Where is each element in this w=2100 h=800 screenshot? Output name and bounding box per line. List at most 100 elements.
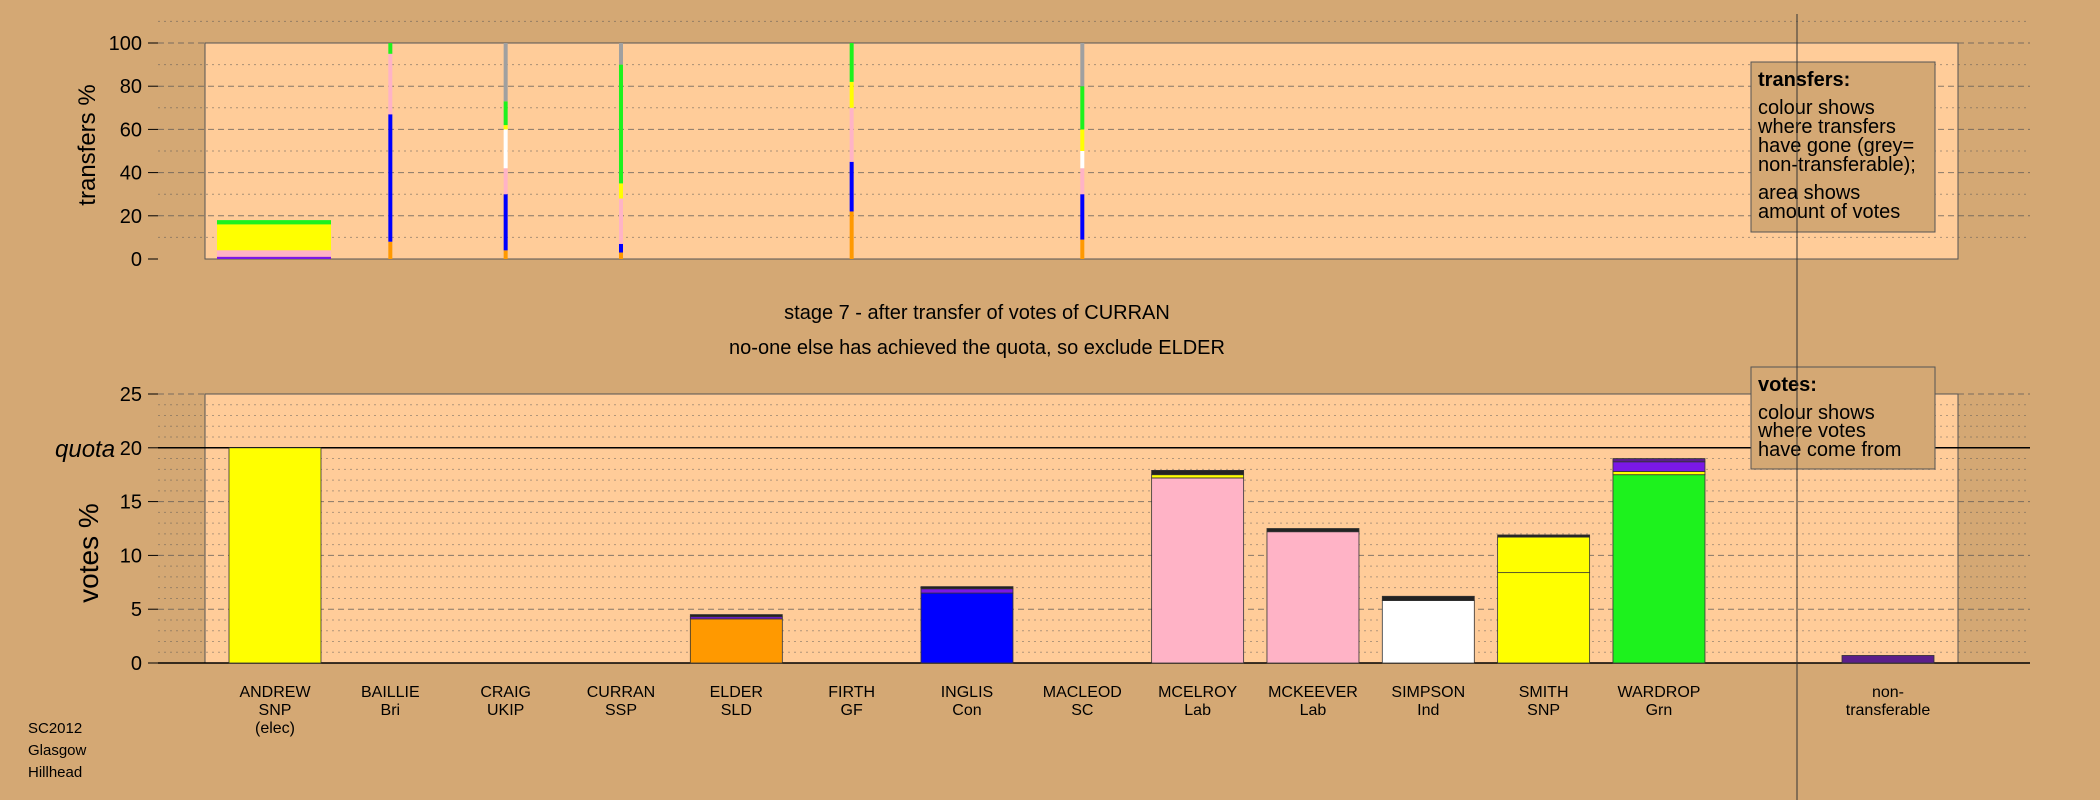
votes-y-tick-label: 10 [120,545,142,567]
vote-bar-inglis [920,588,1014,594]
transfer-segment-curran [618,252,623,259]
footer-election: SC2012 [28,720,82,737]
transfers-y-label: transfers % [74,84,101,205]
votes-y-tick-label: 20 [120,438,142,460]
party-label: SC [1071,702,1093,719]
vote-bar-wardrop [1612,458,1706,463]
vote-bar-andrew [228,447,322,664]
transfer-segment-macleod [1080,168,1085,195]
vote-bar-mcelroy [1151,474,1245,479]
transfers-gridlines [158,20,2030,238]
vote-bar-non-transferable [1841,655,1935,664]
transfers-legend-line: where transfers [1757,116,1896,138]
candidate-name-label: MCKEEVER [1268,684,1358,701]
party-label: UKIP [487,702,524,719]
party-label: Grn [1646,702,1673,719]
transfer-segment-macleod [1080,43,1085,87]
candidate-name-label: ELDER [710,684,763,701]
votes-y-tick-label: 5 [131,599,142,621]
party-label: Bri [381,702,401,719]
footer-ward: Hillhead [28,764,82,781]
transfer-segment-craig [503,101,508,126]
transfer-segment-craig [503,250,508,259]
votes-legend-line: where votes [1757,420,1866,442]
party-label: Con [952,702,981,719]
transfers-y-tick-label: 40 [120,163,142,185]
vote-bar-wardrop [1612,474,1706,664]
vote-bar-wardrop [1612,461,1706,472]
vote-bar-mckeever [1266,531,1360,664]
vote-bar-mckeever [1266,528,1360,533]
vote-bar-simpson [1381,595,1475,601]
candidate-name-label: MACLEOD [1043,684,1122,701]
vote-bar-simpson [1381,600,1475,664]
party-label: Lab [1184,702,1211,719]
transfer-segment-firth [849,211,854,259]
transfer-segment-craig [503,129,508,169]
non-transferable-label: non- [1872,684,1904,701]
transfer-segment-baillie [388,241,393,259]
votes-bars [228,447,1935,664]
vote-bar-elder [689,618,783,664]
transfers-legend-line: non-transferable); [1758,154,1916,176]
votes-legend-title: votes: [1758,374,1817,396]
elected-note-label: (elec) [255,720,295,737]
transfer-segment-craig [503,194,508,251]
transfer-segment-firth [849,43,854,82]
candidate-name-label: BAILLIE [361,684,420,701]
vote-bar-smith [1497,534,1591,538]
votes-legend-line: have come from [1758,439,1901,461]
transfers-legend: transfers: colour shows where transfers … [1750,61,1936,233]
candidate-name-label: CURRAN [587,684,655,701]
party-label: Lab [1300,702,1327,719]
transfer-segment-andrew [217,220,331,225]
transfer-segment-firth [849,161,854,212]
transfers-y-tick-label: 100 [109,33,142,55]
quota-label: quota [55,436,115,463]
transfer-segment-curran [618,183,623,199]
candidate-name-label: FIRTH [828,684,875,701]
transfer-segment-baillie [388,43,393,54]
candidate-name-label: SMITH [1519,684,1569,701]
transfers-y-axis: 0 20 40 60 80 100 [109,33,158,271]
votes-y-tick-label: 0 [131,653,142,675]
transfer-segment-baillie [388,114,393,242]
transfer-segment-andrew [217,256,331,259]
transfer-segment-andrew [217,224,331,251]
transfers-y-tick-label: 80 [120,76,142,98]
candidate-name-label: SIMPSON [1391,684,1465,701]
party-label: SSP [605,702,637,719]
transfers-panel: 0 20 40 60 80 100 transfers % transfers: colo… [74,20,2030,271]
party-label: Ind [1417,702,1439,719]
transfers-legend-line: colour shows [1758,97,1875,119]
transfer-segment-macleod [1080,194,1085,240]
transfer-segment-macleod [1080,239,1085,259]
votes-y-label: votes % [73,503,104,603]
votes-legend-box [1750,366,1936,470]
votes-y-tick-label: 15 [120,492,142,514]
votes-x-labels: ANDREWSNP(elec)BAILLIEBriCRAIGUKIPCURRAN… [239,684,1930,737]
transfers-legend-line: area shows [1758,182,1860,204]
transfers-y-tick-label: 20 [120,206,142,228]
transfers-legend-line: amount of votes [1758,201,1900,223]
vote-bar-inglis [920,586,1014,590]
stage-decision: no-one else has achieved the quota, so e… [729,337,1225,359]
transfers-legend-title: transfers: [1758,69,1850,91]
candidate-name-label: INGLIS [941,684,993,701]
party-label: SNP [1527,702,1560,719]
votes-legend-line: colour shows [1758,402,1875,424]
non-transferable-label: transferable [1846,702,1931,719]
party-label: SNP [259,702,292,719]
candidate-name-label: WARDROP [1617,684,1700,701]
candidate-name-label: MCELROY [1158,684,1237,701]
transfers-y-tick-label: 60 [120,119,142,141]
transfer-segment-craig [503,43,508,102]
transfer-segment-macleod [1080,151,1085,169]
votes-y-axis: 0 5 10 15 20 25 [120,384,158,675]
vote-bar-smith [1497,572,1591,664]
vote-bar-smith [1497,536,1591,574]
transfer-segment-andrew [217,250,331,257]
vote-bar-elder [689,614,783,618]
